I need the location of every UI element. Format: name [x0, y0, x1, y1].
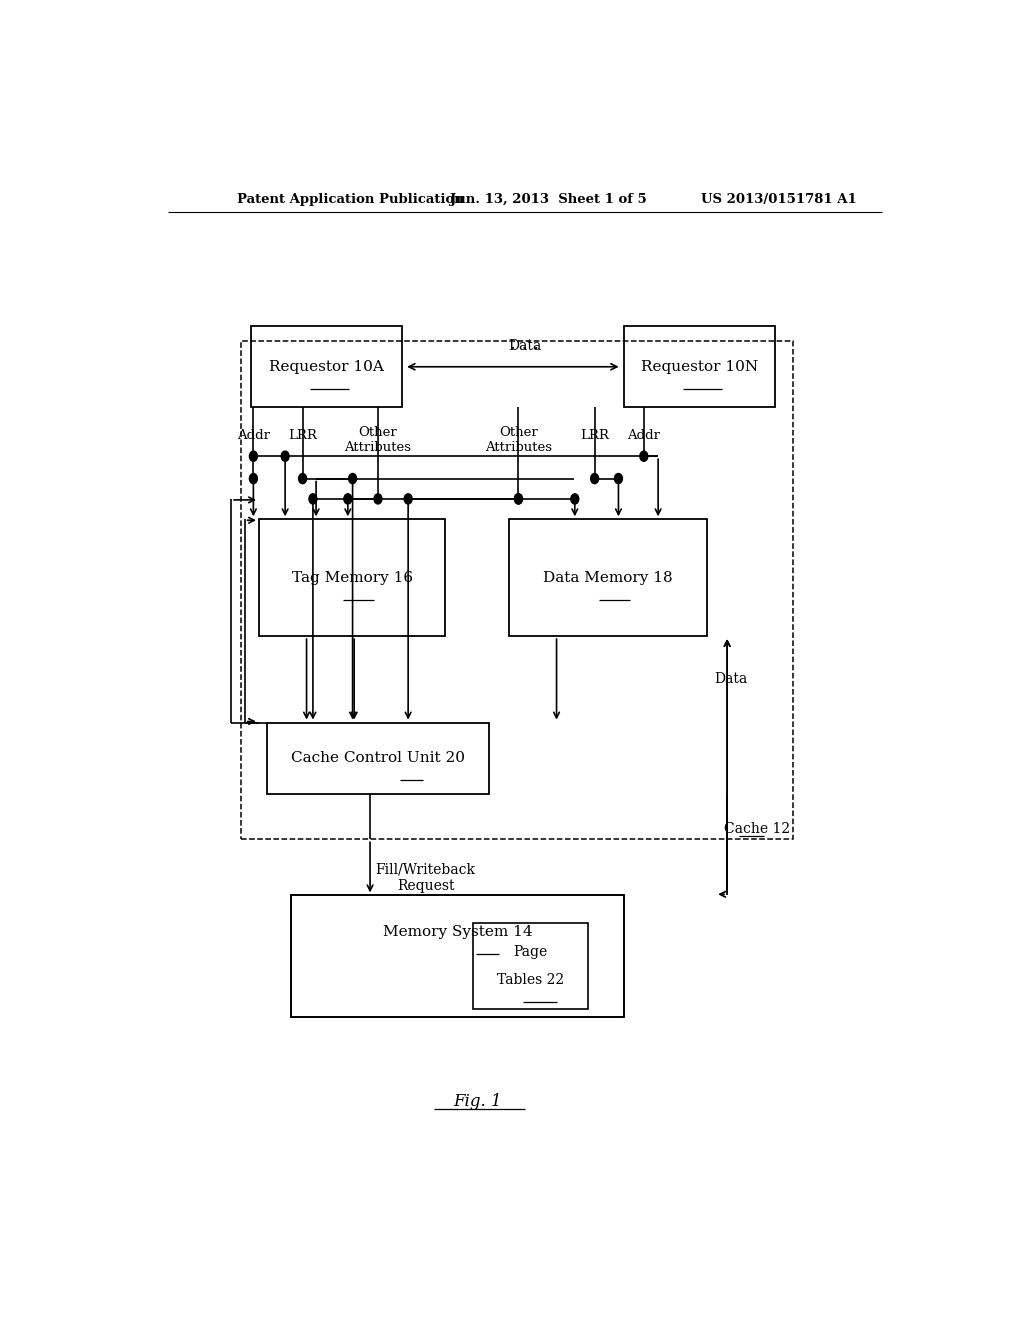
Circle shape [299, 474, 306, 483]
Circle shape [344, 494, 352, 504]
Text: LRR: LRR [581, 429, 609, 442]
Text: Cache Control Unit 20: Cache Control Unit 20 [291, 751, 465, 766]
Text: Jun. 13, 2013  Sheet 1 of 5: Jun. 13, 2013 Sheet 1 of 5 [451, 193, 647, 206]
Bar [291, 895, 624, 1018]
Bar [242, 342, 793, 840]
Text: Tables 22: Tables 22 [498, 973, 564, 987]
Text: Requestor 10N: Requestor 10N [641, 360, 758, 374]
Text: Data: Data [715, 672, 748, 686]
Text: Fig. 1: Fig. 1 [453, 1093, 502, 1110]
Circle shape [348, 474, 356, 483]
Text: US 2013/0151781 A1: US 2013/0151781 A1 [700, 193, 857, 206]
Bar [473, 923, 588, 1008]
Bar [267, 722, 489, 793]
Circle shape [591, 474, 599, 483]
Text: LRR: LRR [288, 429, 317, 442]
Circle shape [282, 451, 289, 461]
Text: Page: Page [514, 945, 548, 958]
Circle shape [640, 451, 648, 461]
Text: Data Memory 18: Data Memory 18 [544, 570, 673, 585]
Circle shape [514, 494, 522, 504]
Text: Requestor 10A: Requestor 10A [269, 360, 384, 374]
Circle shape [250, 451, 257, 461]
Text: Fill/Writeback
Request: Fill/Writeback Request [376, 863, 475, 894]
Text: Cache 12: Cache 12 [724, 822, 791, 837]
Text: Memory System 14: Memory System 14 [383, 925, 532, 939]
Circle shape [404, 494, 412, 504]
Bar [509, 519, 708, 636]
Text: Addr: Addr [237, 429, 270, 442]
Circle shape [250, 474, 257, 483]
Text: Patent Application Publication: Patent Application Publication [237, 193, 464, 206]
Circle shape [514, 494, 522, 504]
Circle shape [570, 494, 579, 504]
Circle shape [614, 474, 623, 483]
Bar [259, 519, 445, 636]
Text: Data: Data [508, 339, 542, 354]
Text: Tag Memory 16: Tag Memory 16 [292, 570, 413, 585]
Text: Addr: Addr [628, 429, 660, 442]
Circle shape [374, 494, 382, 504]
Text: Other
Attributes: Other Attributes [485, 426, 552, 454]
Bar [251, 326, 401, 408]
Circle shape [309, 494, 316, 504]
Bar [624, 326, 775, 408]
Text: . . .: . . . [510, 335, 540, 354]
Text: Other
Attributes: Other Attributes [344, 426, 412, 454]
